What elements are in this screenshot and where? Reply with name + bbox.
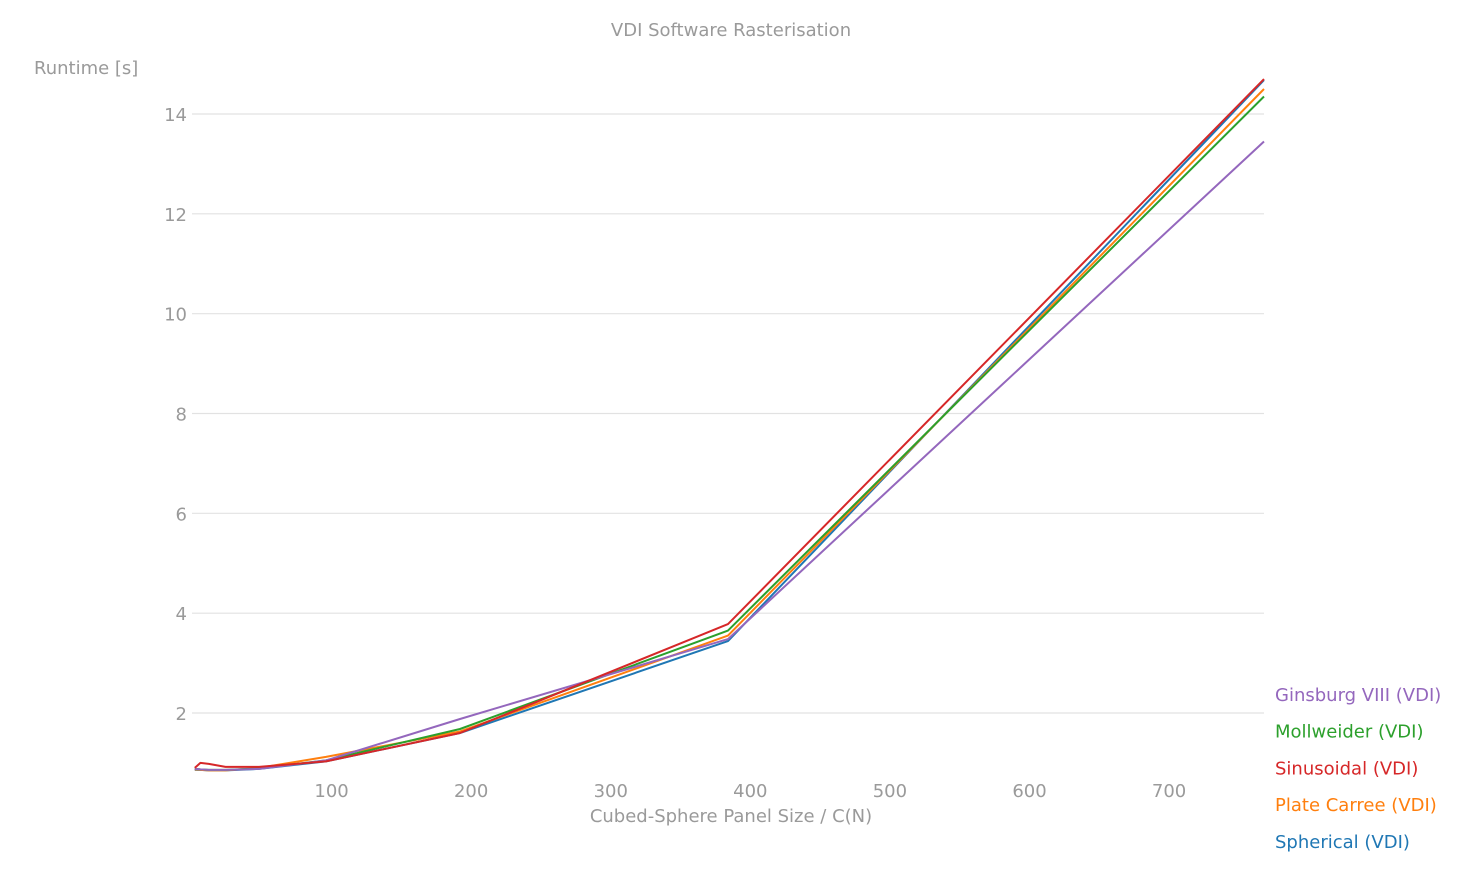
series-line-plate-carree-vdi bbox=[194, 88, 1265, 772]
y-tick-label: 12 bbox=[164, 205, 187, 226]
legend-entry: Ginsburg VIII (VDI) bbox=[1275, 685, 1441, 706]
legend: Ginsburg VIII (VDI) Mollweider (VDI) Sinus… bbox=[1275, 685, 1441, 853]
x-axis-label: Cubed-Sphere Panel Size / C(N) bbox=[590, 806, 872, 827]
legend-entry: Mollweider (VDI) bbox=[1275, 722, 1424, 743]
x-tick-label: 600 bbox=[1012, 781, 1046, 802]
series-line-ginsburg-viii-vdi bbox=[194, 140, 1265, 771]
y-tick-label: 4 bbox=[176, 604, 187, 625]
x-tick-label: 200 bbox=[454, 781, 488, 802]
x-tick-label: 400 bbox=[733, 781, 767, 802]
x-tick-label: 500 bbox=[873, 781, 907, 802]
y-axis-label: Runtime [s] bbox=[34, 58, 138, 79]
grid-layer bbox=[192, 113, 1264, 714]
x-tick-label: 700 bbox=[1152, 781, 1186, 802]
y-tick-label: 6 bbox=[176, 504, 187, 525]
y-tick-label: 10 bbox=[164, 305, 187, 326]
series-layer bbox=[194, 78, 1265, 772]
chart-title: VDI Software Rasterisation bbox=[611, 20, 851, 41]
x-tick-label: 300 bbox=[594, 781, 628, 802]
legend-entry: Spherical (VDI) bbox=[1275, 832, 1410, 853]
series-line-mollweider-vdi bbox=[194, 95, 1265, 771]
tick-layer: 2 4 6 8 10 12 14 100 200 300 400 500 600 700 bbox=[164, 105, 1186, 802]
series-line-spherical-vdi bbox=[194, 79, 1265, 772]
series-line-sinusoidal-vdi bbox=[194, 78, 1265, 769]
y-tick-label: 2 bbox=[176, 704, 187, 725]
x-tick-label: 100 bbox=[314, 781, 348, 802]
y-tick-label: 14 bbox=[164, 105, 187, 126]
y-tick-label: 8 bbox=[176, 405, 187, 426]
legend-entry: Plate Carree (VDI) bbox=[1275, 795, 1437, 816]
legend-entry: Sinusoidal (VDI) bbox=[1275, 758, 1418, 779]
